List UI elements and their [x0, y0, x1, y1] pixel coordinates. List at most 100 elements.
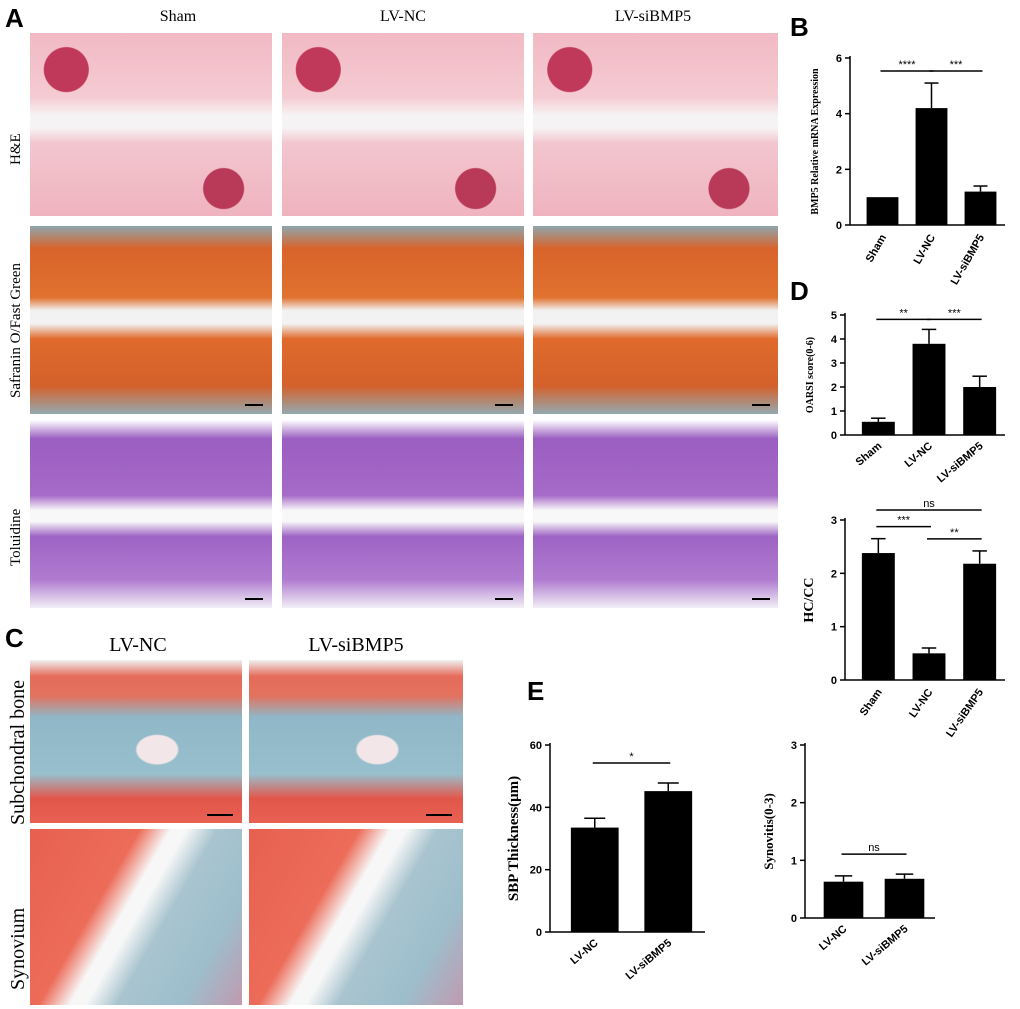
y-tick-label: 3: [831, 358, 837, 370]
y-tick-label: 1: [831, 622, 837, 634]
bar-lv-sibmp5: [963, 387, 997, 435]
micrograph-toluidine-lv-nc: [282, 420, 524, 608]
y-tick-label: 1: [791, 855, 797, 867]
x-tick-label: LV-NC: [912, 232, 939, 266]
y-tick-label: 2: [831, 568, 837, 580]
significance-label: **: [950, 527, 959, 539]
panel-c-row-subchondral: Subchondral bone: [7, 680, 29, 825]
chart-b-bmp5-expression: 0 2 4 6 BMP5 Relative mRNA Expression Sham LV-…: [810, 53, 1005, 288]
y-axis-title: BMP5 Relative mRNA Expression: [810, 68, 821, 215]
y-tick-label: 0: [836, 220, 842, 232]
x-tick-label: Sham: [858, 687, 885, 719]
y-tick-label: 0: [791, 913, 797, 925]
micrograph-safranin-lv-sibmp5: [533, 226, 778, 414]
y-tick-label: 0: [831, 675, 837, 687]
scale-bar: [752, 404, 770, 406]
micrograph-toluidine-lv-sibmp5: [533, 420, 778, 608]
x-tick-label: LV-NC: [817, 923, 849, 953]
bar-sham: [866, 197, 899, 225]
bar-lv-nc: [912, 343, 946, 435]
chart-e-synovitis: 0 1 2 3 Synovitis(0-3) LV-NC LV-siBMP5 ns: [761, 740, 935, 968]
bar-lv-nc: [912, 653, 946, 680]
panel-a-col-sham: Sham: [159, 8, 197, 25]
x-tick-label: Sham: [864, 232, 889, 264]
bar-lv-sibmp5: [644, 791, 693, 932]
bar-lv-sibmp5: [964, 191, 997, 225]
x-tick-label: Sham: [854, 440, 885, 469]
scale-bar: [495, 598, 513, 600]
x-tick-label: LV-NC: [903, 440, 935, 470]
panel-a-row-he: H&E: [8, 133, 24, 165]
y-tick-label: 6: [836, 53, 842, 65]
scale-bar: [752, 598, 770, 600]
significance-label: ***: [950, 59, 964, 71]
x-tick-label: LV-NC: [907, 687, 935, 720]
y-tick-label: 0: [536, 927, 542, 939]
bar-sham: [861, 553, 895, 680]
x-tick-label: LV-siBMP5: [624, 937, 675, 982]
y-tick-label: 4: [831, 334, 838, 346]
significance-label: *: [629, 751, 634, 763]
y-axis-title: SBP Thickness(μm): [506, 776, 522, 901]
y-tick-label: 3: [831, 515, 837, 527]
y-tick-label: 3: [791, 740, 797, 752]
y-tick-label: 2: [831, 382, 837, 394]
micrograph-he-lv-nc: [282, 33, 524, 216]
bar-lv-sibmp5: [963, 563, 997, 680]
y-axis-title: HC/CC: [802, 577, 817, 622]
significance-label: ***: [948, 307, 962, 319]
significance-label: ns: [923, 498, 935, 510]
panel-label-b: B: [790, 12, 809, 42]
micrograph-he-sham: [30, 33, 272, 216]
panel-c-col-lv-sibmp5: LV-siBMP5: [308, 634, 404, 656]
panel-a-row-safranin: Safranin O/Fast Green: [8, 263, 24, 398]
panel-label-e: E: [527, 676, 545, 706]
panel-label-c: C: [5, 623, 24, 653]
panel-a-row-toluidine: Toluidine: [8, 508, 24, 566]
panel-c-col-lv-nc: LV-NC: [109, 634, 167, 656]
micrograph-synovium-lv-sibmp5: [249, 829, 463, 1005]
micrograph-subchondral-lv-sibmp5: [249, 660, 463, 823]
panel-label-a: A: [5, 3, 24, 33]
significance-label: **: [899, 307, 908, 319]
y-tick-label: 0: [831, 430, 837, 442]
y-tick-label: 40: [530, 802, 542, 814]
panel-a-col-lv-sibmp5: LV-siBMP5: [614, 8, 692, 25]
micrograph-subchondral-lv-nc: [30, 660, 242, 823]
scale-bar: [245, 404, 263, 406]
scale-bar: [207, 814, 233, 816]
y-tick-label: 2: [836, 164, 842, 176]
micrograph-safranin-sham: [30, 226, 272, 414]
panel-a-col-lv-nc: LV-NC: [380, 8, 426, 25]
y-axis-title: OARSI score(0-6): [805, 337, 816, 413]
bar-lv-nc: [823, 881, 864, 918]
y-tick-label: 1: [831, 406, 837, 418]
panel-c-row-synovium: Synovium: [7, 907, 29, 990]
scale-bar: [245, 598, 263, 600]
x-tick-label: LV-NC: [568, 937, 600, 967]
micrograph-toluidine-sham: [30, 420, 272, 608]
x-tick-label: LV-siBMP5: [860, 923, 911, 968]
y-tick-label: 20: [530, 865, 542, 877]
y-tick-label: 5: [831, 310, 837, 322]
bar-lv-nc: [915, 108, 948, 225]
y-tick-label: 4: [836, 109, 843, 121]
y-tick-label: 60: [530, 740, 542, 752]
significance-label: ****: [898, 59, 916, 71]
y-axis-title: Synovitis(0-3): [761, 793, 776, 870]
x-tick-label: LV-siBMP5: [935, 440, 986, 485]
bar-sham: [861, 421, 895, 435]
panel-label-d: D: [790, 276, 809, 306]
chart-e-sbp-thickness: 0 20 40 60 SBP Thickness(μm) LV-NC LV-siBMP5 *: [506, 740, 705, 982]
micrograph-synovium-lv-nc: [30, 829, 242, 1005]
x-tick-label: LV-siBMP5: [949, 233, 987, 288]
significance-label: ***: [897, 515, 911, 527]
scale-bar: [495, 404, 513, 406]
chart-d-oarsi-score: 0 1 2 3 4 5 OARSI score(0-6) Sham LV-NC LV-siBMP5…: [805, 307, 1005, 485]
significance-label: ns: [868, 842, 880, 854]
scale-bar: [426, 814, 452, 816]
bar-lv-sibmp5: [884, 878, 925, 918]
y-tick-label: 2: [791, 798, 797, 810]
